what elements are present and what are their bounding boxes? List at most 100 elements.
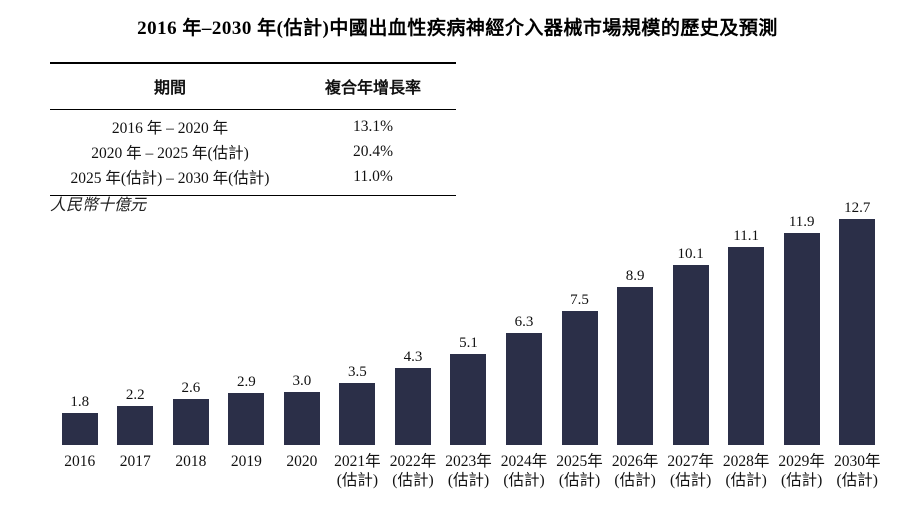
x-axis-label-estimate: (估計) — [614, 472, 656, 489]
bar-value-label: 5.1 — [459, 335, 478, 351]
bar-area: 4.3 — [385, 198, 441, 445]
cagr-cell: 20.4% — [352, 143, 394, 160]
bar-value-label: 3.5 — [348, 364, 367, 380]
bar-value-label: 11.9 — [788, 214, 815, 230]
bar-group: 11.1 2028年 (估計) — [718, 198, 774, 493]
bar-group: 2.6 2018 — [163, 198, 219, 493]
table-row: 2020 年 – 2025 年(估計) 20.4% — [50, 140, 456, 165]
bar-value-label: 12.7 — [844, 200, 871, 216]
x-axis-label-estimate: (估計) — [725, 472, 767, 489]
x-axis-label-year: 2017 — [119, 453, 151, 470]
x-axis-label: 2018 — [175, 452, 206, 471]
bar-area: 8.9 — [607, 198, 663, 445]
bar-value-label: 6.3 — [514, 314, 534, 330]
x-axis-label-year: 2018 — [175, 453, 207, 470]
x-axis-label: 2029年 (估計) — [778, 452, 825, 490]
table-header-row: 期間 複合年增長率 — [50, 63, 456, 110]
bar-area: 6.3 — [496, 198, 552, 445]
x-axis-label-year: 2022年 — [389, 453, 437, 470]
column-header-period: 期間 — [50, 63, 290, 110]
x-axis-label-year: 2024年 — [500, 453, 548, 470]
bar-value-label: 4.3 — [403, 349, 423, 365]
x-axis-label: 2021年 (估計) — [334, 452, 381, 490]
cagr-cell: 11.0% — [353, 168, 393, 185]
bar-group: 3.5 2021年 (估計) — [330, 198, 386, 493]
bar — [783, 233, 820, 445]
x-axis-label: 2023年 (估計) — [445, 452, 492, 490]
x-axis-label: 2028年 (估計) — [723, 452, 770, 490]
bar-area: 3.5 — [330, 198, 386, 445]
bar-value-label: 2.2 — [125, 387, 145, 403]
bar-value-label: 3.0 — [292, 373, 312, 389]
x-axis-label-estimate: (估計) — [836, 472, 878, 489]
bar-area: 10.1 — [663, 198, 719, 445]
x-axis-label-year: 2028年 — [722, 453, 770, 470]
x-axis-label-year: 2029年 — [778, 453, 825, 470]
bar — [617, 287, 654, 445]
x-axis-label: 2019 — [231, 452, 262, 471]
x-axis-label-year: 2026年 — [611, 453, 659, 470]
bar — [117, 406, 154, 445]
bar — [228, 393, 265, 445]
bar-area: 1.8 — [52, 198, 108, 445]
bar-value-label: 7.5 — [570, 292, 589, 308]
x-axis-label-estimate: (估計) — [447, 472, 490, 489]
bar-group: 2.9 2019 — [219, 198, 275, 493]
x-axis-label: 2030年 (估計) — [834, 452, 881, 490]
cagr-table-header: 期間 複合年增長率 — [50, 63, 456, 110]
x-axis-label: 2024年 (估計) — [501, 452, 548, 490]
cagr-table: 期間 複合年增長率 2016 年 – 2020 年 13.1% 2020 年 – 2… — [50, 62, 456, 196]
x-axis-label: 2025年 (估計) — [556, 452, 603, 490]
x-axis-label-estimate: (估計) — [392, 472, 434, 489]
bar-area: 5.1 — [441, 198, 497, 445]
page-title: 2016 年–2030 年(估計)中國出血性疾病神經介入器械市場規模的歷史及預測 — [137, 18, 778, 39]
bar — [450, 354, 487, 445]
cagr-table-body: 2016 年 – 2020 年 13.1% 2020 年 – 2025 年(估計) 2… — [50, 110, 456, 196]
bar-value-label: 2.6 — [181, 380, 201, 396]
bar — [172, 399, 209, 445]
bar-value-label: 2.9 — [236, 374, 256, 390]
bar-value-label: 10.1 — [677, 246, 704, 262]
period-cell: 2025 年(估計) – 2030 年(估計) — [70, 170, 270, 187]
x-axis-label-year: 2027年 — [667, 453, 714, 470]
bar-area: 2.6 — [163, 198, 219, 445]
table-row: 2016 年 – 2020 年 13.1% — [50, 110, 456, 140]
x-axis-label-year: 2021年 — [334, 453, 381, 470]
bar-group: 1.8 2016 — [52, 198, 108, 493]
x-axis-label-year: 2023年 — [445, 453, 492, 470]
bar-area: 3.0 — [274, 198, 330, 445]
bar-value-label: 1.8 — [70, 394, 90, 410]
x-axis-label: 2017 — [120, 452, 151, 471]
bar — [561, 311, 598, 445]
x-axis-label-year: 2016 — [64, 453, 96, 470]
bar-value-label: 8.9 — [625, 268, 645, 284]
bar — [61, 413, 98, 445]
x-axis-label: 2022年 (估計) — [390, 452, 437, 490]
x-axis-label: 2016 — [64, 452, 95, 471]
column-header-cagr: 複合年增長率 — [290, 63, 456, 110]
x-axis-label-year: 2025年 — [556, 453, 603, 470]
bar — [728, 247, 765, 445]
bar-group: 4.3 2022年 (估計) — [385, 198, 441, 493]
bar-group: 7.5 2025年 (估計) — [552, 198, 608, 493]
x-axis-label-estimate: (估計) — [669, 472, 712, 489]
bar-group: 10.1 2027年 (估計) — [663, 198, 719, 493]
bar-group: 5.1 2023年 (估計) — [441, 198, 497, 493]
bar — [506, 333, 543, 445]
table-row: 2025 年(估計) – 2030 年(估計) 11.0% — [50, 165, 456, 196]
x-axis-label-estimate: (估計) — [336, 472, 379, 489]
bar — [839, 219, 876, 445]
bar-chart: 1.8 2016 2.2 2017 2.6 2018 2.9 2019 3.0 2020 3.5 20… — [52, 198, 885, 493]
period-cell: 2016 年 – 2020 年 — [111, 120, 229, 137]
x-axis-label-estimate: (估計) — [503, 472, 545, 489]
bar-group: 11.9 2029年 (估計) — [774, 198, 830, 493]
bar — [394, 368, 431, 445]
bar-area: 2.2 — [108, 198, 164, 445]
bar-area: 2.9 — [219, 198, 275, 445]
bar-value-label: 11.1 — [733, 228, 759, 244]
cagr-cell: 13.1% — [352, 118, 394, 135]
bar-group: 3.0 2020 — [274, 198, 330, 493]
x-axis-label-year: 2020 — [286, 453, 318, 470]
bar-group: 8.9 2026年 (估計) — [607, 198, 663, 493]
x-axis-label-estimate: (估計) — [558, 472, 601, 489]
